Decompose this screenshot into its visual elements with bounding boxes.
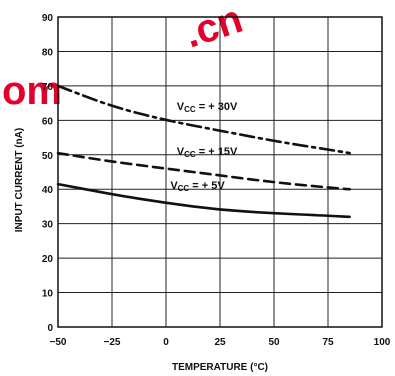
x-axis-title: TEMPERATURE (°C) — [172, 362, 268, 373]
grid-lines — [58, 17, 382, 327]
x-tick-label: 50 — [268, 337, 280, 348]
y-tick-label: 40 — [42, 185, 54, 196]
watermark-text-right: .cn — [179, 0, 248, 57]
series-label-0: VCC = + 30V — [177, 101, 238, 114]
series-label-main: V — [177, 146, 185, 158]
series-line-0 — [56, 84, 351, 155]
y-tick-label: 30 — [42, 220, 54, 231]
series-label-rest: = + 5V — [189, 180, 225, 192]
y-tick-label: 10 — [42, 289, 54, 300]
y-tick-label: 50 — [42, 151, 54, 162]
x-tick-label: 25 — [214, 337, 226, 348]
series-label-main: V — [177, 101, 185, 113]
y-axis-title: INPUT CURRENT (nA) — [14, 128, 25, 232]
x-tick-label: 75 — [322, 337, 334, 348]
series-line-2 — [56, 182, 351, 219]
y-tick-label: 0 — [47, 323, 53, 334]
y-tick-label: 90 — [42, 13, 54, 24]
series-label-main: V — [170, 180, 178, 192]
series-label-2: VCC = + 5V — [170, 180, 225, 193]
y-tick-label: 80 — [42, 47, 54, 58]
x-tick-label: −25 — [104, 337, 121, 348]
series-label-rest: = + 30V — [196, 101, 238, 113]
x-axis-ticks: −50 −25 0 25 50 75 100 — [50, 337, 391, 348]
watermark-text-left: om — [2, 69, 62, 113]
series-label-sub: CC — [178, 184, 190, 193]
y-axis-ticks: 0 10 20 30 40 50 60 70 80 90 — [42, 13, 54, 334]
y-tick-label: 20 — [42, 254, 54, 265]
y-tick-label: 70 — [42, 82, 54, 93]
series-label-rest: = + 15V — [196, 146, 238, 158]
series-line-1 — [56, 151, 351, 191]
x-tick-label: 100 — [374, 337, 391, 348]
y-tick-label: 60 — [42, 116, 54, 127]
series-label-1: VCC = + 15V — [177, 146, 238, 159]
data-series — [56, 84, 351, 219]
x-tick-label: −50 — [50, 337, 67, 348]
series-label-sub: CC — [184, 150, 196, 159]
x-tick-label: 0 — [163, 337, 169, 348]
series-label-sub: CC — [184, 105, 196, 114]
